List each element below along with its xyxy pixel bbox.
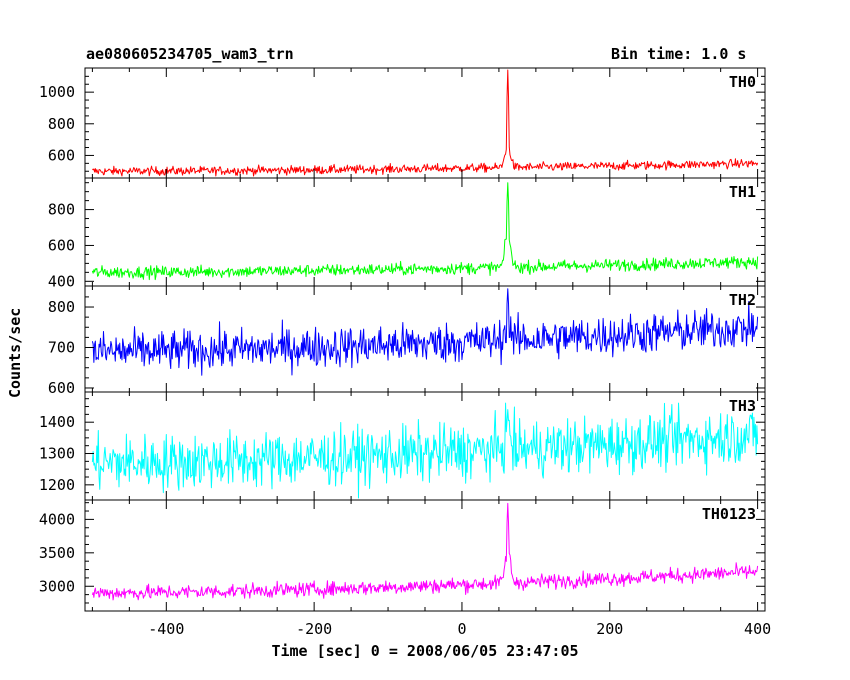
panel-frame: [84, 177, 766, 287]
y-tick-label: 800: [48, 115, 75, 133]
panel-name-label: TH3: [729, 397, 756, 415]
panels-group: 600 800 1000 TH0 400 600 800 TH1 600 700 800 TH2 120…: [39, 67, 771, 638]
x-tick-label: 200: [596, 620, 623, 638]
y-tick-label: 3000: [39, 577, 75, 595]
y-tick-label: 600: [48, 379, 75, 397]
x-tick-label: 0: [457, 620, 466, 638]
x-tick-label: -400: [148, 620, 184, 638]
y-tick-label: 1400: [39, 413, 75, 431]
y-axis-label: Counts/sec: [6, 307, 24, 398]
y-tick-label: 1200: [39, 476, 75, 494]
series-th2: [91, 288, 759, 376]
y-tick-label: 1000: [39, 83, 75, 101]
x-tick-label: -200: [296, 620, 332, 638]
y-tick-label: 600: [48, 146, 75, 164]
x-axis-label: Time [sec] 0 = 2008/06/05 23:47:05: [271, 642, 578, 660]
panel-name-label: TH2: [729, 291, 756, 309]
y-tick-label: 700: [48, 339, 75, 357]
y-tick-label: 4000: [39, 510, 75, 528]
y-tick-label: 1300: [39, 445, 75, 463]
series-th3: [91, 402, 759, 499]
y-tick-label: 3500: [39, 544, 75, 562]
panel-name-label: TH0: [729, 73, 756, 91]
y-tick-label: 600: [48, 236, 75, 254]
panel-frame: [84, 67, 766, 179]
panel-name-label: TH0123: [702, 505, 756, 523]
panel-name-label: TH1: [729, 183, 756, 201]
x-tick-label: 400: [744, 620, 771, 638]
y-tick-label: 800: [48, 201, 75, 219]
chart-title: ae080605234705_wam3_trn: [86, 45, 294, 63]
series-th0: [92, 69, 759, 177]
series-th1: [91, 182, 759, 281]
series-th0123: [91, 502, 759, 601]
y-tick-label: 400: [48, 272, 75, 290]
bin-time-label: Bin time: 1.0 s: [611, 45, 747, 63]
y-tick-label: 800: [48, 298, 75, 316]
